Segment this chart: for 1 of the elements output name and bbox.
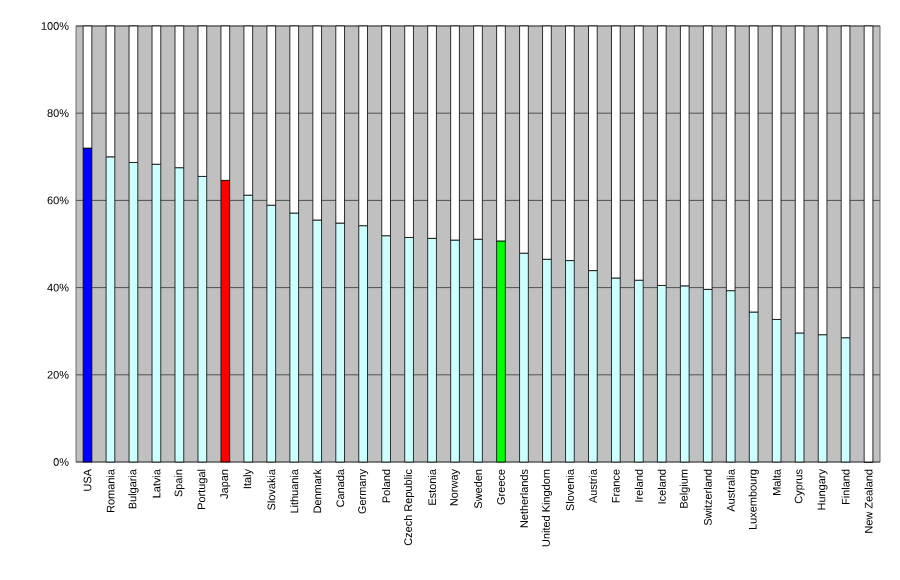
bar	[863, 25, 874, 463]
